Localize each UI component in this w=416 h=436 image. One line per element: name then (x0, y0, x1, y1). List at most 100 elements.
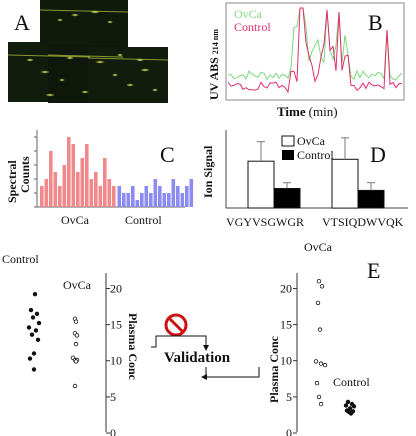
peptide-label-2: VTSIQDWVQK (322, 215, 404, 229)
legend-control-label: Control (234, 20, 271, 34)
data-point (351, 404, 357, 409)
right-plasma-conc-label: Plasma Conc (267, 335, 281, 403)
bar-control (117, 186, 122, 207)
legend-d-ovca-label: OvCa (297, 134, 326, 148)
legend-ovca-label: OvCa (234, 7, 263, 21)
panel-b: OvCa Control B UV ABS214 nm Time (min) (207, 2, 405, 119)
bar-control (140, 193, 144, 207)
gel-spot (57, 18, 63, 22)
bar-control (176, 186, 180, 207)
data-point (34, 311, 40, 316)
panel-b-letter: B (368, 10, 383, 35)
bar-control (167, 193, 171, 207)
gel-spot (59, 78, 65, 82)
bar-ovca (247, 160, 275, 209)
data-point (26, 325, 32, 330)
gel-spot (26, 58, 34, 62)
data-point (317, 327, 323, 332)
chromatogram-frame (225, 2, 405, 101)
data-point (315, 300, 321, 306)
panel-a: A (7, 0, 169, 103)
bar-control (180, 193, 185, 207)
data-point (27, 356, 33, 361)
bar-ovca (58, 186, 62, 207)
bar-control (273, 188, 301, 209)
data-point (31, 351, 37, 356)
data-point (74, 333, 80, 338)
prohibition-icon (164, 313, 188, 337)
gel-spot (152, 88, 158, 92)
ion-signal-label: Ion Signal (201, 145, 215, 198)
bar-ovca (112, 186, 116, 207)
panel-a-letter: A (14, 10, 30, 35)
data-point (73, 341, 79, 347)
data-point (29, 332, 35, 337)
legend-ovca-swatch (281, 135, 295, 147)
left-scatter-dots (26, 292, 80, 389)
data-point (31, 367, 37, 372)
bar-ovca (71, 144, 76, 207)
gel-spot (140, 68, 150, 72)
data-point (73, 359, 79, 364)
bar-ovca (53, 172, 58, 207)
bar-control (153, 179, 158, 207)
counts-label: Counts (18, 156, 32, 193)
gel-band (7, 54, 91, 58)
data-point (35, 337, 41, 342)
axis-tick-label: 15 (110, 318, 122, 332)
gel-image-4 (88, 47, 168, 103)
left-ovca-label: OvCa (63, 278, 92, 292)
bar-control (126, 193, 131, 207)
axis-tick-label: 0 (110, 426, 116, 436)
time-axis-label: Time (min) (277, 104, 338, 119)
data-point (348, 411, 354, 416)
data-point (345, 399, 351, 405)
right-scatter-dots (313, 279, 357, 416)
bar-control (149, 193, 153, 207)
data-point (318, 401, 324, 407)
axis-tick-label: 5 (110, 390, 116, 404)
legend-control-swatch (282, 150, 294, 160)
data-point (30, 315, 36, 320)
bar-ovca (80, 158, 85, 207)
left-axis-ticks: 20 15 10 5 0 (106, 282, 122, 436)
arrow-down (203, 345, 209, 351)
panel-d-bars (247, 137, 385, 209)
bar-control (131, 186, 135, 207)
bar-ovca (40, 186, 44, 207)
bar-ovca (94, 172, 98, 207)
gel-spot (107, 20, 113, 24)
gel-spot (126, 83, 134, 87)
axis-tick-label: 20 (110, 282, 122, 296)
panel-c-letter: C (160, 142, 175, 167)
panel-e-letter: E (367, 258, 380, 283)
panel-c-ticks (34, 136, 37, 208)
gel-spot (40, 70, 50, 74)
bar-control (144, 186, 149, 207)
chromatogram-trace-ovca (227, 7, 403, 81)
axis-tick-label: 10 (280, 354, 292, 368)
data-point (33, 328, 39, 333)
bar-ovca (331, 158, 359, 209)
data-point (72, 383, 78, 389)
data-point (32, 292, 38, 297)
axis-tick-label: 10 (110, 354, 122, 368)
left-plasma-conc-label: Plasma Conc (126, 313, 140, 381)
bar-control (162, 193, 167, 207)
left-control-label: Control (2, 252, 39, 266)
arrow-left (201, 374, 207, 380)
gel-spot (117, 53, 123, 57)
spectral-label: Spectral (5, 160, 19, 203)
control-group-label: Control (125, 213, 162, 227)
bar-control (158, 186, 162, 207)
gel-spot (95, 60, 105, 64)
bar-ovca (76, 172, 80, 207)
panel-d: Ion Signal OvCa Control D VGYVSGWGR VTSI… (201, 130, 408, 229)
right-control-label: Control (333, 375, 370, 389)
bar-control (357, 189, 385, 209)
bar-ovca (85, 144, 89, 207)
gel-spot (81, 90, 89, 94)
bar-ovca (98, 186, 103, 207)
data-point (36, 320, 42, 326)
gel-band (47, 54, 124, 58)
